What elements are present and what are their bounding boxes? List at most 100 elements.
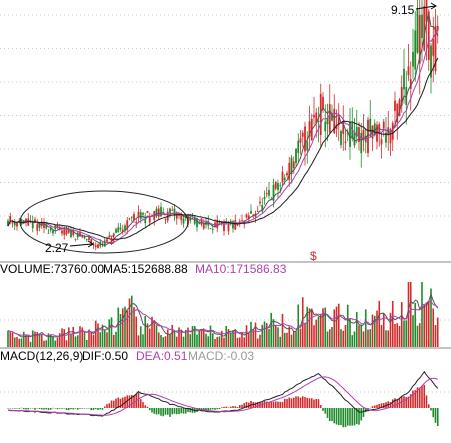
price-low-label: 2.27 — [45, 241, 69, 255]
candle-body — [380, 139, 383, 145]
macd-bar — [369, 407, 372, 409]
candle-body — [337, 117, 340, 126]
volume-bar — [72, 326, 75, 347]
volume-bar — [202, 328, 205, 347]
macd-bar — [436, 408, 439, 426]
candle-body — [263, 197, 266, 200]
macd-bar — [256, 402, 259, 408]
macd-bar — [121, 397, 124, 408]
volume-bar — [378, 300, 381, 347]
volume-bar — [74, 336, 77, 347]
volume-bar — [412, 315, 414, 347]
volume-bar — [18, 338, 21, 347]
candle-body — [56, 225, 59, 228]
candle-body — [88, 237, 90, 241]
candle-body — [236, 223, 239, 226]
macd-bar — [25, 408, 27, 410]
macd-bar — [20, 407, 23, 409]
volume-bar — [207, 336, 210, 347]
volume-bar — [223, 337, 225, 347]
macd-bar — [76, 408, 79, 410]
candle-body — [234, 220, 237, 230]
low-arrow-head — [87, 240, 94, 248]
macd-bar — [175, 408, 178, 415]
macd-bar — [234, 406, 237, 408]
macd-bar — [11, 408, 14, 409]
macd-bar — [319, 405, 322, 408]
volume-bar — [277, 327, 279, 347]
candle-body — [331, 113, 333, 121]
macd-bar — [232, 406, 234, 408]
candle-body — [101, 243, 104, 245]
macd-bar — [297, 396, 300, 408]
macd-bar — [409, 394, 412, 408]
macd-dif-label: DIF:0.50 — [82, 349, 128, 363]
volume-bar — [108, 319, 111, 347]
volume-ma10-label: MA10:171586.83 — [195, 262, 287, 276]
macd-bar — [160, 408, 162, 416]
volume-bar — [173, 330, 176, 347]
grid-lines — [0, 14, 451, 393]
volume-bar — [218, 336, 221, 347]
candle-body — [43, 223, 45, 228]
macd-bar — [223, 406, 225, 408]
macd-bar — [380, 403, 383, 408]
macd-bar — [34, 408, 36, 410]
macd-bar — [362, 408, 365, 417]
macd-bar — [110, 400, 113, 408]
macd-bar — [277, 401, 279, 408]
volume-bar — [295, 331, 297, 347]
candle-body — [360, 132, 363, 154]
candle-body — [335, 124, 338, 130]
candle-body — [353, 132, 356, 146]
macd-bar — [382, 403, 385, 408]
macd-bar — [403, 396, 405, 408]
volume-bar — [328, 329, 331, 347]
volume-bar — [139, 326, 142, 347]
volume-bar — [353, 331, 356, 347]
candle-body — [112, 233, 115, 237]
volume-bar — [196, 334, 198, 347]
macd-bar — [164, 408, 167, 415]
macd-bar — [299, 397, 302, 408]
volume-bar — [63, 329, 66, 347]
macd-bar — [236, 407, 239, 408]
macd-bar — [29, 408, 32, 409]
candle-body — [20, 218, 23, 225]
volume-bar — [299, 328, 302, 347]
volume-bar — [380, 324, 383, 347]
macd-bar — [61, 408, 63, 409]
macd-bar — [342, 408, 345, 428]
macd-bar — [142, 402, 144, 408]
macd-bar — [322, 408, 324, 411]
volume-bar — [193, 326, 196, 347]
candle-body — [427, 11, 430, 61]
candle-body — [108, 235, 111, 237]
volume-bar — [403, 320, 405, 347]
candle-body — [295, 148, 297, 164]
macd-bar — [434, 408, 437, 423]
macd-bar — [292, 397, 295, 408]
volume-bar — [427, 301, 430, 347]
macd-value-label: MACD:-0.03 — [188, 349, 254, 363]
volume-bar — [45, 340, 48, 347]
volume-bar — [103, 329, 106, 347]
macd-bar — [412, 390, 414, 408]
candle-body — [202, 223, 205, 229]
volume-bar — [189, 334, 192, 347]
macd-bar — [94, 408, 97, 410]
macd-bar — [54, 407, 57, 409]
candle-body — [7, 220, 9, 227]
volume-label: VOLUME:73760.00 — [0, 262, 104, 276]
volume-bar — [54, 340, 57, 347]
volume-bar — [148, 328, 151, 347]
macd-bar — [268, 402, 270, 408]
candle-body — [160, 206, 162, 217]
candle-body — [119, 227, 122, 230]
macd-bar — [290, 398, 293, 408]
macd-bar — [328, 408, 331, 422]
volume-bar — [270, 312, 273, 347]
candle-body — [308, 121, 311, 137]
volume-bar — [259, 334, 261, 347]
macd-bar — [229, 406, 232, 408]
